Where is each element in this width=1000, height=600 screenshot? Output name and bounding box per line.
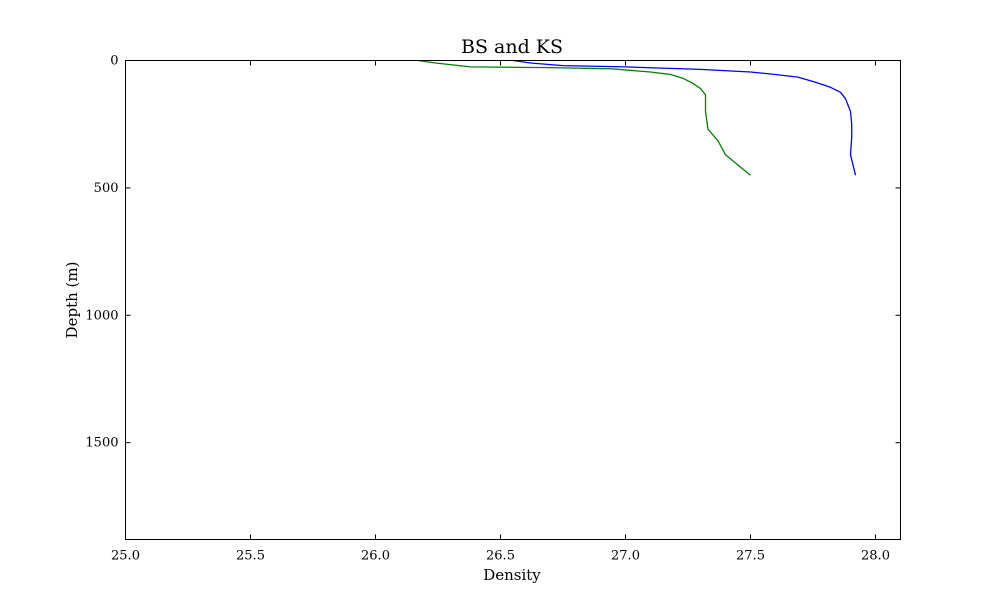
x-tick-label: 26.0	[361, 549, 390, 564]
y-tick-label: 0	[110, 54, 118, 69]
y-tick-label: 1500	[85, 436, 118, 451]
x-tick-label: 25.0	[111, 549, 140, 564]
x-tick-label: 27.5	[736, 549, 765, 564]
tick-layer: 25.0 25.5 26.0 26.5 27.0 27.5 28.0 0 500 1000 1500	[85, 54, 901, 564]
series-line-2	[417, 59, 751, 176]
y-tick-label: 500	[94, 181, 119, 196]
x-tick-label: 26.5	[486, 549, 515, 564]
chart-title: BS and KS	[461, 36, 563, 58]
x-tick-label: 28.0	[861, 549, 890, 564]
plot-frame	[125, 60, 901, 540]
series-layer	[417, 59, 857, 176]
y-tick-label: 1000	[85, 308, 118, 323]
x-tick-label: 27.0	[611, 549, 640, 564]
y-axis-label: Depth (m)	[63, 262, 81, 339]
series-line-1	[512, 59, 857, 176]
x-tick-label: 25.5	[236, 549, 265, 564]
x-axis-label: Density	[483, 566, 541, 584]
